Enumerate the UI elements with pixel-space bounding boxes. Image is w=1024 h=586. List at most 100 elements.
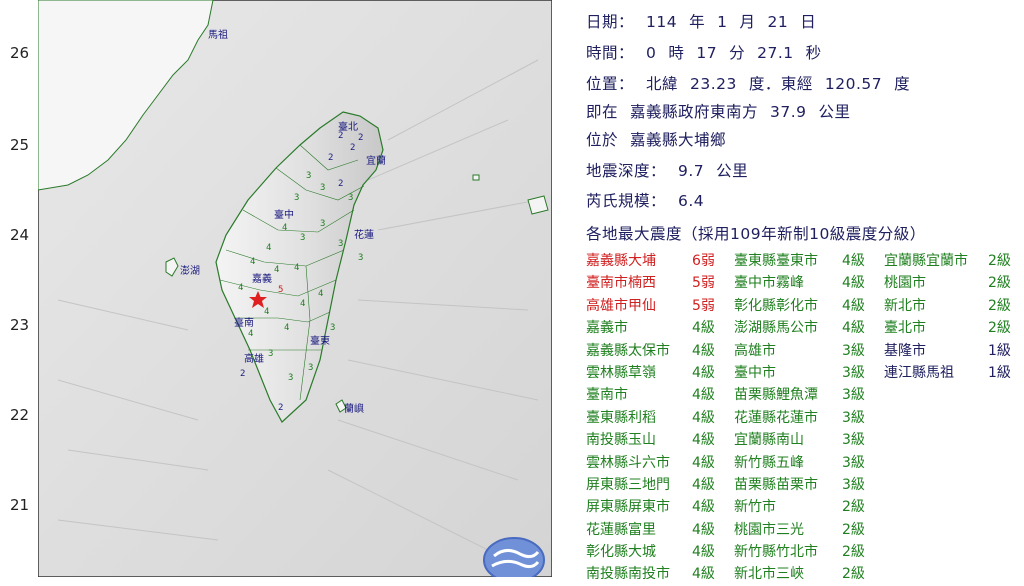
intensity-level: 3級: [842, 387, 865, 404]
station-marker: 4: [282, 223, 287, 233]
station-name: 彰化縣大城: [586, 544, 656, 561]
intensity-row: 彰化縣大城 4級: [586, 541, 726, 563]
intensity-column-2: 臺東縣臺東市 4級 臺中市霧峰 4級 彰化縣彰化市 4級 澎湖縣馬公市 4級 高雄市 3級 臺中市 3…: [734, 250, 874, 586]
intensity-level: 4級: [692, 342, 715, 359]
station-name: 雲林縣草嶺: [586, 364, 656, 381]
station-marker: 3: [338, 239, 343, 249]
magnitude-line: 芮氏規模： 6.4: [586, 192, 705, 210]
intensity-level: 4級: [692, 320, 715, 337]
intensity-level: 4級: [842, 320, 865, 337]
station-marker: 3: [348, 193, 353, 203]
intensity-row: 雲林縣草嶺 4級: [586, 362, 726, 384]
intensity-level: 3級: [842, 342, 865, 359]
intensity-level: 4級: [842, 275, 865, 292]
station-name: 臺東縣利稻: [586, 409, 656, 426]
intensity-row: 屏東縣屏東市 4級: [586, 496, 726, 518]
lat-label-24: 24: [10, 226, 30, 244]
intensity-row: 新竹市 2級: [734, 496, 874, 518]
intensity-row: 屏東縣三地門 4級: [586, 474, 726, 496]
station-name: 桃園市: [884, 275, 926, 292]
station-marker: 3: [294, 193, 299, 203]
station-name: 新竹縣竹北市: [734, 544, 818, 561]
station-name: 苗栗縣鯉魚潭: [734, 387, 818, 404]
county-boundaries: [219, 144, 365, 401]
intensity-level: 4級: [692, 387, 715, 404]
intensity-row: 新北市三峽 2級: [734, 563, 874, 585]
intensity-level: 4級: [692, 364, 715, 381]
station-name: 臺北市: [884, 320, 926, 337]
time-line: 時間： 0 時 17 分 27.1 秒: [586, 44, 822, 62]
station-marker: 3: [358, 253, 363, 263]
lanyu-island: [335, 399, 347, 413]
intensity-row: 嘉義縣大埔 6弱: [586, 250, 726, 272]
intensity-row: 臺中市 3級: [734, 362, 874, 384]
intensity-row: 雲林縣斗六市 4級: [586, 452, 726, 474]
near-line: 即在 嘉義縣政府東南方 37.9 公里: [586, 103, 851, 121]
tainan-label: 臺南: [234, 316, 254, 329]
station-name: 連江縣馬祖: [884, 364, 954, 381]
epicenter-star-icon: [249, 291, 267, 308]
lanyu-label: 蘭嶼: [344, 402, 364, 415]
intensity-row: 臺南市楠西 5弱: [586, 272, 726, 294]
sea-relief: [57, 59, 539, 561]
intensity-row: 嘉義縣太保市 4級: [586, 340, 726, 362]
station-marker: 3: [300, 233, 305, 243]
lat-label-22: 22: [10, 406, 30, 424]
penghu-island: [165, 257, 179, 277]
intensity-row: 宜蘭縣宜蘭市 2級: [884, 250, 1024, 272]
station-name: 嘉義縣太保市: [586, 342, 670, 359]
intensity-row: 臺北市 2級: [884, 317, 1024, 339]
intensity-row: 新北市 2級: [884, 295, 1024, 317]
station-name: 苗栗縣苗栗市: [734, 476, 818, 493]
station-name: 南投縣玉山: [586, 432, 656, 449]
station-marker: 2: [350, 143, 355, 153]
date-line: 日期： 114 年 1 月 21 日: [586, 13, 817, 31]
intensity-row: 南投縣玉山 4級: [586, 429, 726, 451]
intensity-row: 臺東縣臺東市 4級: [734, 250, 874, 272]
station-marker: 2: [278, 403, 283, 413]
lat-label-26: 26: [10, 44, 30, 62]
intensity-level: 4級: [692, 499, 715, 516]
intensity-row: 南投縣南投市 4級: [586, 563, 726, 585]
intensity-level: 2級: [988, 297, 1011, 314]
taiwan-island: [215, 111, 384, 423]
station-marker: 4: [294, 263, 299, 273]
intensity-row: 花蓮縣富里 4級: [586, 519, 726, 541]
intensity-level: 2級: [842, 544, 865, 561]
intensity-row: 高雄市 3級: [734, 340, 874, 362]
intensity-level: 4級: [692, 521, 715, 538]
station-name: 雲林縣斗六市: [586, 454, 670, 471]
intensity-row: 高雄市甲仙 5弱: [586, 295, 726, 317]
station-name: 高雄市: [734, 342, 776, 359]
intensity-heading: 各地最大震度（採用109年新制10級震度分級）: [586, 225, 926, 243]
earthquake-map: 馬祖 澎湖 蘭嶼 臺中 嘉義 臺南 高雄 花蓮 臺東 宜蘭 臺北: [38, 0, 552, 577]
station-marker: 3: [320, 219, 325, 229]
intensity-level: 4級: [692, 454, 715, 471]
yonaguni-island: [527, 195, 549, 215]
intensity-row: 基隆市 1級: [884, 340, 1024, 362]
intensity-level: 1級: [988, 364, 1011, 381]
station-name: 桃園市三光: [734, 521, 804, 538]
intensity-level: 4級: [692, 544, 715, 561]
station-marker: 3: [330, 323, 335, 333]
station-name: 屏東縣屏東市: [586, 499, 670, 516]
intensity-level: 4級: [692, 409, 715, 426]
station-name: 高雄市甲仙: [586, 297, 656, 314]
intensity-row: 彰化縣彰化市 4級: [734, 295, 874, 317]
depth-line: 地震深度： 9.7 公里: [586, 162, 749, 180]
intensity-row: 宜蘭縣南山 3級: [734, 429, 874, 451]
intensity-level: 3級: [842, 364, 865, 381]
intensity-level: 3級: [842, 476, 865, 493]
station-name: 彰化縣彰化市: [734, 297, 818, 314]
intensity-column-1: 嘉義縣大埔 6弱 臺南市楠西 5弱 高雄市甲仙 5弱 嘉義市 4級 嘉義縣太保市 4級 雲林縣草嶺 4…: [586, 250, 726, 586]
station-name: 基隆市: [884, 342, 926, 359]
station-marker: 4: [274, 265, 279, 275]
intensity-level: 4級: [842, 253, 865, 269]
intensity-level: 5弱: [692, 275, 715, 292]
intensity-level: 2級: [842, 499, 865, 516]
station-name: 宜蘭縣南山: [734, 432, 804, 449]
station-name: 新竹市: [734, 499, 776, 516]
intensity-column-3: 宜蘭縣宜蘭市 2級桃園市 2級 新北市 2級 臺北市 2級 基隆市 1級連江縣馬祖 1級: [884, 250, 1024, 384]
station-marker: 3: [288, 373, 293, 383]
